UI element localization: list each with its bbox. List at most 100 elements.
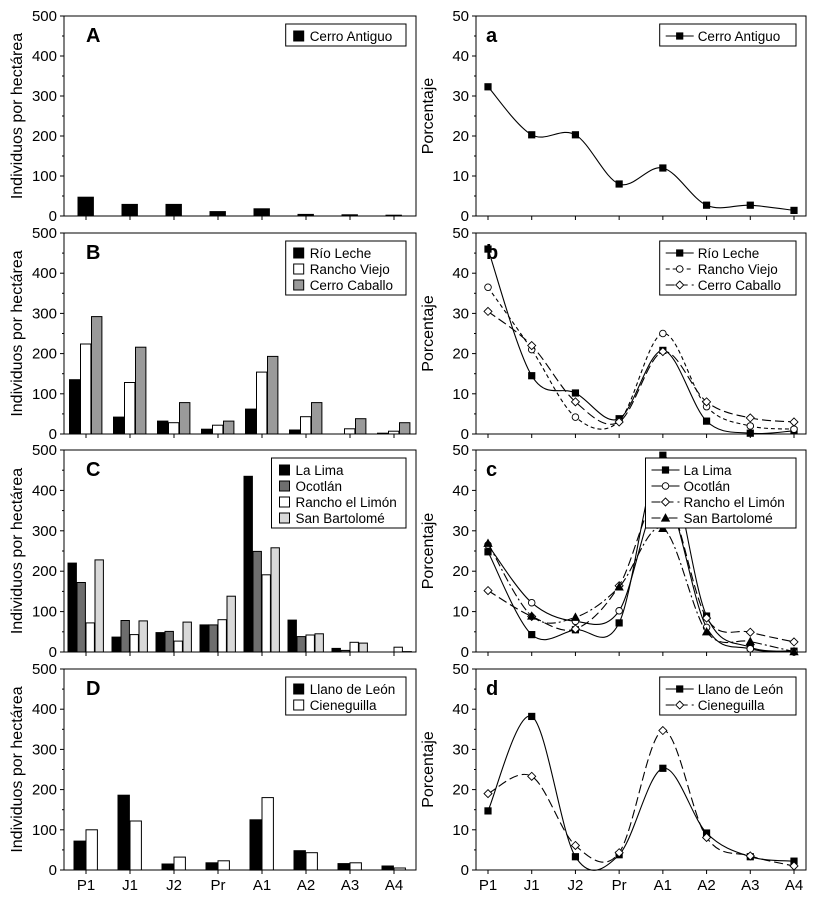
data-point bbox=[614, 848, 624, 858]
y-tick-label: 100 bbox=[32, 386, 57, 403]
panel-A: 0 100 200 300 400 500 Individuos por hectárea A… bbox=[9, 8, 417, 225]
panel-D: 0 100 200 300 400 500 P1 J1 J2 Pr A1 A2 A3 A4 Individu… bbox=[9, 661, 417, 894]
y-tick-label: 200 bbox=[32, 128, 57, 145]
y-tick-label: 30 bbox=[452, 88, 469, 105]
data-point bbox=[659, 164, 667, 172]
bar bbox=[209, 211, 226, 217]
bar bbox=[289, 429, 301, 435]
y-tick-label: 0 bbox=[49, 208, 57, 225]
bar bbox=[73, 840, 86, 871]
x-tick-label: J1 bbox=[122, 877, 138, 894]
legend-label: La Lima bbox=[296, 463, 345, 478]
data-point bbox=[484, 283, 492, 292]
series-line bbox=[487, 86, 795, 211]
panel-B: 0 100 200 300 400 500 Individuos por hectárea B… bbox=[9, 225, 417, 443]
y-tick-label: 10 bbox=[452, 168, 469, 185]
data-point bbox=[658, 346, 668, 357]
data-point bbox=[484, 548, 492, 556]
x-tick-label: A2 bbox=[697, 877, 715, 894]
bar bbox=[355, 418, 367, 435]
legend-swatch bbox=[293, 699, 305, 711]
bar bbox=[217, 860, 230, 871]
x-tick-label: J2 bbox=[166, 877, 182, 894]
bar bbox=[129, 634, 139, 653]
y-tick-label: 500 bbox=[32, 225, 57, 242]
bar bbox=[399, 422, 411, 435]
series-line bbox=[487, 715, 795, 871]
legend-label: Llano de León bbox=[698, 682, 784, 697]
bar bbox=[111, 636, 121, 653]
legend-swatch bbox=[279, 464, 290, 476]
legend-label: Ocotlán bbox=[296, 479, 343, 494]
x-tick-label: A2 bbox=[297, 877, 315, 894]
data-point bbox=[745, 413, 755, 423]
legend-marker bbox=[676, 685, 684, 693]
legend-label: Cerro Caballo bbox=[310, 278, 393, 293]
data-point bbox=[701, 626, 712, 636]
bar bbox=[305, 852, 318, 871]
bar bbox=[120, 620, 130, 653]
data-point bbox=[571, 853, 580, 861]
series-line bbox=[487, 286, 795, 430]
panel-label: B bbox=[86, 242, 100, 264]
data-point bbox=[745, 627, 755, 637]
bar bbox=[182, 621, 192, 653]
data-point bbox=[571, 389, 580, 397]
y-tick-label: 40 bbox=[452, 482, 469, 499]
bar bbox=[164, 630, 174, 653]
y-tick-label: 20 bbox=[452, 128, 469, 145]
x-tick-label: A1 bbox=[253, 877, 271, 894]
legend-label: Rancho el Limón bbox=[296, 495, 397, 510]
x-tick-label: J1 bbox=[524, 877, 540, 894]
data-point bbox=[527, 598, 536, 607]
data-point bbox=[570, 624, 581, 634]
y-tick-label: 500 bbox=[32, 661, 57, 678]
data-point bbox=[484, 807, 492, 815]
legend-swatch bbox=[279, 512, 290, 524]
y-tick-label: 0 bbox=[49, 862, 57, 879]
panel-d: 0 10 20 30 40 50 P1 J1 J2 Pr A1 A2 A3 A4 Porcentaje d Ll… bbox=[420, 661, 807, 894]
bar bbox=[249, 819, 262, 871]
bar bbox=[129, 820, 142, 871]
legend-marker bbox=[675, 700, 685, 710]
y-tick-label: 0 bbox=[461, 862, 469, 879]
bar bbox=[161, 863, 174, 871]
legend-box bbox=[285, 23, 407, 47]
y-tick-label: 10 bbox=[452, 386, 469, 403]
data-point bbox=[746, 422, 755, 430]
data-point bbox=[615, 607, 623, 615]
data-point bbox=[528, 631, 536, 639]
bar bbox=[341, 214, 358, 217]
x-tick-label: P1 bbox=[479, 877, 497, 894]
data-point bbox=[615, 619, 623, 627]
bar bbox=[311, 402, 323, 435]
data-point bbox=[571, 413, 580, 421]
data-point bbox=[702, 201, 711, 209]
bar bbox=[201, 428, 213, 435]
y-tick-label: 10 bbox=[452, 604, 469, 621]
data-point bbox=[789, 861, 799, 871]
bar bbox=[337, 863, 350, 871]
y-tick-label: 0 bbox=[49, 644, 57, 661]
y-axis-label: Porcentaje bbox=[420, 513, 437, 590]
y-tick-label: 0 bbox=[49, 426, 57, 443]
y-tick-label: 50 bbox=[452, 225, 469, 242]
y-tick-label: 300 bbox=[32, 305, 57, 322]
bar bbox=[173, 856, 186, 871]
bar bbox=[243, 475, 253, 653]
bar bbox=[157, 420, 169, 435]
data-point bbox=[483, 585, 493, 596]
bar bbox=[388, 430, 400, 435]
data-point bbox=[570, 612, 581, 621]
legend-box bbox=[659, 23, 797, 47]
bar bbox=[344, 428, 356, 435]
bar bbox=[85, 622, 95, 653]
bar bbox=[293, 850, 306, 871]
bar bbox=[155, 632, 165, 653]
y-tick-label: 20 bbox=[452, 782, 469, 799]
